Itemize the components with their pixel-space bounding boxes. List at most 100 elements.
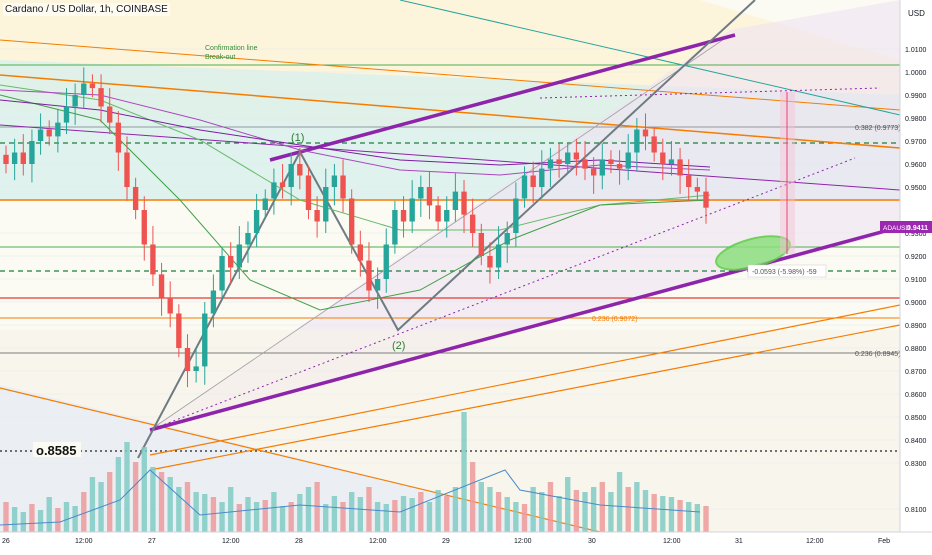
- volume-bar: [3, 502, 9, 532]
- volume-bar: [469, 462, 476, 532]
- volume-bar: [314, 482, 320, 532]
- candle-body: [599, 159, 605, 176]
- volume: [3, 412, 709, 532]
- volume-bar: [383, 504, 389, 532]
- volume-bar: [478, 482, 484, 532]
- time-axis-tick: 31: [735, 538, 743, 545]
- volume-bar: [495, 492, 502, 532]
- trendline-gray-long: [149, 34, 731, 431]
- candle-body: [245, 233, 251, 245]
- price-axis-tick: 0.8300: [905, 461, 927, 468]
- price-axis-tick: 0.9700: [905, 139, 927, 146]
- volume-bar: [539, 492, 545, 532]
- volume-bar: [608, 492, 614, 532]
- annotation-confirmation-line: Confirmation line: [205, 45, 258, 52]
- volume-bar: [245, 497, 251, 532]
- price-axis-tick: 0.9800: [905, 116, 927, 123]
- candle-body: [461, 191, 467, 215]
- candle-body: [236, 244, 243, 268]
- volume-bar: [167, 477, 173, 532]
- volume-bar: [72, 506, 78, 532]
- volume-bar: [452, 487, 459, 532]
- candle-body: [694, 187, 701, 192]
- trendline-orange-rising-1: [149, 304, 901, 456]
- time-axis-tick: 29: [442, 538, 450, 545]
- candle-body: [418, 187, 424, 199]
- candle-body: [573, 152, 580, 160]
- volume-bar: [487, 487, 493, 532]
- volume-bar: [651, 494, 657, 532]
- volume-bar: [530, 487, 536, 532]
- volume-bar: [616, 472, 623, 532]
- time-axis-tick: Feb: [878, 538, 890, 545]
- candle-body: [55, 122, 61, 137]
- volume-bar: [288, 502, 294, 532]
- volume-bar: [29, 504, 35, 532]
- volume-bar: [150, 467, 156, 532]
- candle-body: [98, 88, 104, 107]
- volume-bar: [374, 502, 381, 532]
- time-axis-tick: 12:00: [663, 538, 681, 545]
- volume-bar: [694, 504, 701, 532]
- measure-label-background: [747, 264, 827, 278]
- volume-bar: [81, 492, 87, 532]
- candle-body: [513, 198, 519, 233]
- volume-bar: [686, 502, 692, 532]
- price-tag-price: 0.9411: [907, 225, 928, 232]
- price-axis-tick: 0.9100: [905, 277, 927, 284]
- volume-bar: [20, 512, 26, 532]
- trendline-orange-upper: [0, 39, 901, 111]
- candle-body: [625, 152, 631, 169]
- volume-bar: [703, 506, 709, 532]
- candle-body: [703, 191, 709, 208]
- candle-body: [426, 187, 433, 206]
- volume-bar: [210, 497, 217, 532]
- candle-body: [11, 152, 18, 164]
- volume-bar: [124, 442, 130, 532]
- candle-body: [565, 152, 571, 164]
- time-axis-tick: 30: [588, 538, 596, 545]
- candle-body: [495, 244, 502, 268]
- candle-body: [392, 210, 398, 245]
- price-axis-currency: USD: [908, 9, 925, 18]
- candle-body: [253, 210, 260, 233]
- candle-body: [435, 205, 441, 222]
- volume-bar: [228, 487, 234, 532]
- volume-bar: [357, 497, 363, 532]
- annotation-fib-0382: 0.382 (0.9773): [855, 125, 901, 132]
- candle-body: [409, 198, 415, 222]
- volume-bar: [323, 504, 329, 532]
- volume-bar: [435, 490, 441, 532]
- candle-body: [219, 256, 225, 291]
- candle-body: [616, 164, 623, 169]
- volume-bar: [599, 482, 605, 532]
- candle-body: [686, 175, 692, 187]
- candle-body: [184, 348, 191, 371]
- candle-body: [668, 159, 675, 164]
- candle-body: [547, 159, 554, 169]
- candle-body: [288, 164, 294, 187]
- price-axis-tick: 0.8700: [905, 369, 927, 376]
- trendline-purple-ma: [0, 124, 901, 191]
- candle-body: [132, 187, 139, 210]
- volume-bar: [426, 502, 433, 532]
- annotation-wave-1: (1): [291, 132, 304, 144]
- annotation-fib-0236-b: 0.236 (0.8945): [855, 351, 901, 358]
- candle-body: [124, 152, 130, 187]
- candle-body: [539, 168, 545, 187]
- candle-body: [478, 233, 484, 256]
- candle-body: [20, 152, 26, 164]
- candle-body: [210, 290, 217, 314]
- price-axis-tick: 0.9900: [905, 93, 927, 100]
- volume-bar: [340, 502, 346, 532]
- volume-bar: [418, 492, 424, 532]
- volume-bar: [176, 487, 182, 532]
- candle-body: [357, 244, 363, 261]
- volume-bar: [642, 490, 649, 532]
- price-axis-tick: 0.8900: [905, 323, 927, 330]
- channel-top-dotted: [539, 87, 881, 99]
- candle-body: [37, 129, 44, 141]
- price-axis-tick: 0.8100: [905, 507, 927, 514]
